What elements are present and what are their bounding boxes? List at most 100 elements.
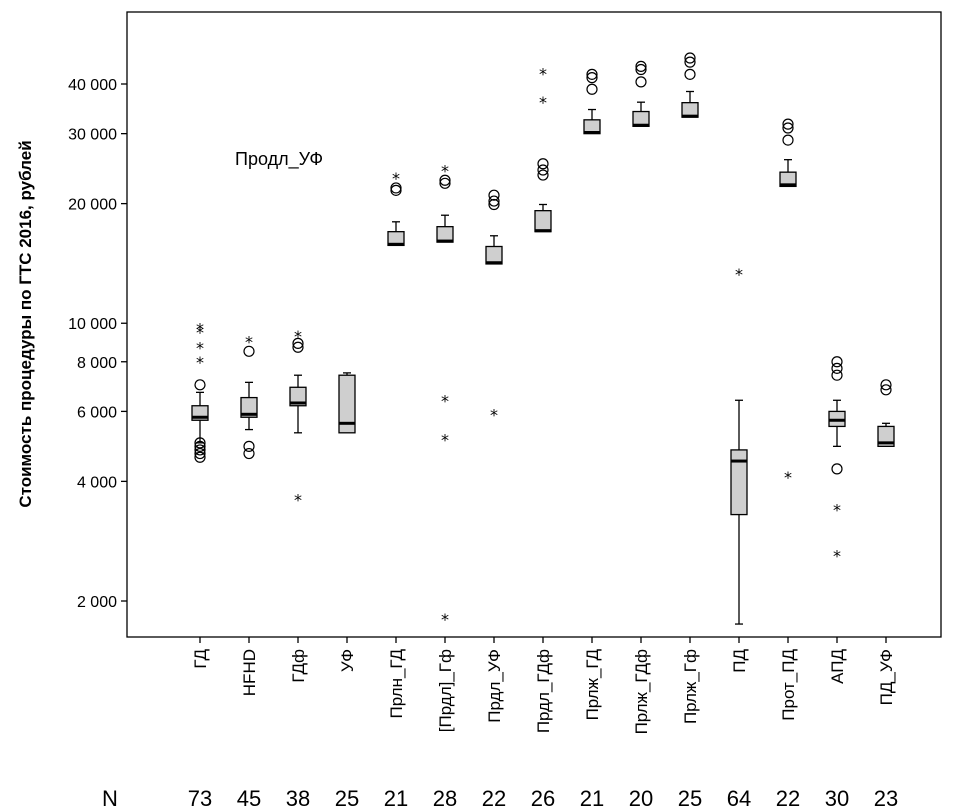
outlier-point — [586, 68, 598, 80]
category-label: Прлж_ГД — [583, 649, 602, 721]
extreme-point: * — [196, 323, 204, 342]
y-tick-label: 8 000 — [77, 355, 117, 372]
outlier-point — [537, 164, 549, 176]
y-tick-label: 30 000 — [68, 127, 117, 144]
outlier-point — [831, 362, 843, 374]
extreme-point: * — [196, 320, 204, 339]
n-count-label: 23 — [874, 786, 898, 811]
extreme-point: * — [784, 468, 792, 487]
x-axis: ГД 73 HFHD 45 ГДф 38 УФ 25 Прлн_ГД 21 [Прдл]_Гф 28 П… — [188, 637, 898, 811]
category-label: Прлн_ГД — [387, 649, 406, 719]
n-count-label: 21 — [580, 786, 604, 811]
outlier-point — [194, 451, 206, 463]
outlier-point — [194, 437, 206, 449]
y-tick-label: 4 000 — [77, 474, 117, 491]
extreme-point: * — [539, 93, 547, 112]
extreme-point: * — [196, 353, 204, 372]
outlier-point — [243, 447, 255, 460]
y-axis-label: Стоимость процедуры по ГТС 2016, рублей — [16, 140, 35, 507]
category-label: Прлж_ГДф — [632, 649, 651, 734]
category-label: УФ — [338, 649, 357, 672]
box-iqr — [240, 396, 258, 418]
category-label: ПД — [730, 649, 749, 673]
box-plot-3: ** — [289, 327, 307, 510]
y-tick-label: 10 000 — [68, 316, 117, 333]
outlier-point — [684, 56, 696, 68]
n-count-label: 73 — [188, 786, 212, 811]
outlier-point — [390, 182, 402, 194]
outlier-point — [635, 63, 647, 76]
box-iqr — [534, 210, 552, 233]
box-plot-2: * — [240, 332, 258, 460]
category-label: Прдл_ГДф — [534, 649, 553, 733]
n-count-label: 25 — [335, 786, 359, 811]
category-label: Прлж_Гф — [681, 649, 700, 724]
box-plot-6: * * * * — [436, 162, 454, 629]
extreme-point: * — [294, 491, 302, 510]
y-tick-label: 40 000 — [68, 77, 117, 94]
category-label: HFHD — [240, 649, 259, 696]
box-plot-5: * — [387, 169, 405, 247]
extreme-point: * — [441, 610, 449, 629]
box-iqr — [289, 386, 307, 407]
box-iqr — [779, 171, 797, 188]
y-tick-label: 6 000 — [77, 404, 117, 421]
box-iqr — [730, 449, 748, 516]
box-plot-7: * — [485, 189, 503, 424]
outlier-point — [831, 356, 843, 368]
outlier-point — [831, 369, 843, 381]
outlier-point — [782, 118, 794, 130]
y-tick-label: 2 000 — [77, 594, 117, 611]
outlier-point — [194, 379, 206, 391]
extreme-point: * — [441, 391, 449, 410]
outlier-point — [684, 52, 696, 64]
extreme-point: * — [441, 430, 449, 449]
outlier-point — [880, 379, 892, 391]
box-plot-13: * — [779, 118, 797, 487]
box-plot-14: ** — [828, 356, 846, 566]
outlier-point — [537, 169, 549, 181]
box-plot-12: * — [730, 265, 748, 625]
outlier-point — [488, 198, 500, 211]
extreme-point: * — [245, 332, 253, 351]
box-plot-8: ** — [534, 65, 552, 233]
outlier-point — [880, 384, 892, 396]
box-plot-11 — [681, 52, 699, 118]
outlier-point — [194, 447, 206, 460]
n-count-label: 26 — [531, 786, 555, 811]
n-count-label: 30 — [825, 786, 849, 811]
outlier-point — [684, 68, 696, 80]
extreme-point: * — [196, 338, 204, 357]
extreme-point: * — [735, 265, 743, 284]
outlier-point — [194, 440, 206, 452]
outlier-point — [782, 134, 794, 146]
box-iqr — [338, 374, 356, 434]
category-label: Прот_ПД — [779, 649, 798, 721]
category-label: ГДф — [289, 649, 308, 683]
n-count-label: 28 — [433, 786, 457, 811]
extreme-point: * — [833, 547, 841, 566]
outlier-point — [488, 189, 500, 201]
outlier-point — [488, 195, 500, 207]
extreme-point: * — [490, 405, 498, 424]
outlier-point — [243, 440, 255, 452]
n-count-label: 25 — [678, 786, 702, 811]
box-series: ***** *** *********** — [191, 52, 895, 629]
outlier-point — [292, 337, 304, 349]
box-plot-10 — [632, 60, 650, 127]
n-count-label: 45 — [237, 786, 261, 811]
n-count-label: 22 — [776, 786, 800, 811]
y-tick-label: 20 000 — [68, 197, 117, 214]
category-label: АПД — [828, 649, 847, 684]
n-header-label: N — [102, 786, 118, 811]
box-plot-4 — [338, 372, 356, 434]
outlier-point — [782, 122, 794, 134]
n-count-label: 22 — [482, 786, 506, 811]
extreme-point: * — [392, 169, 400, 188]
category-label: [Прдл]_Гф — [436, 649, 455, 732]
extreme-point: * — [833, 500, 841, 519]
extreme-point: * — [539, 65, 547, 84]
y-axis: 2 000 4 000 6 000 8 000 10 000 20 000 30 000 40… — [68, 77, 127, 611]
outlier-point — [635, 60, 647, 72]
